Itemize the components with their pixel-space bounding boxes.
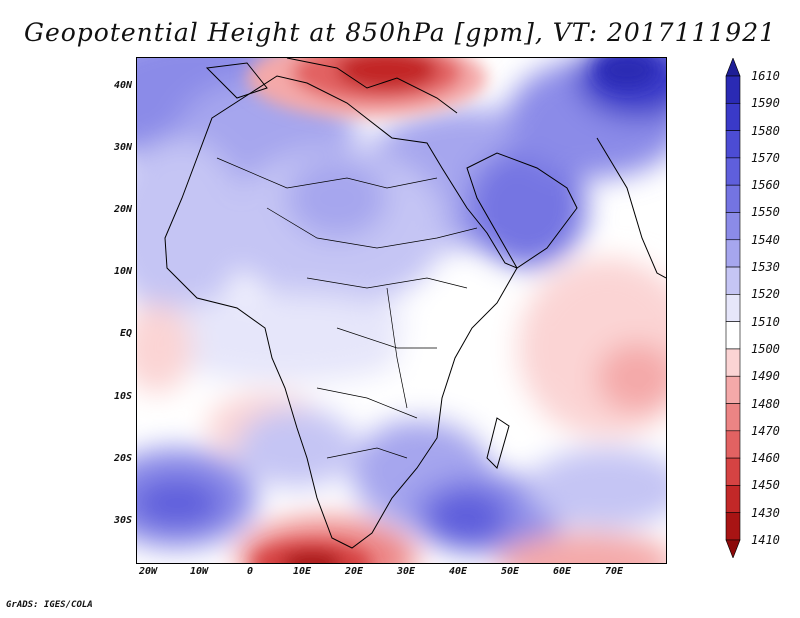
colorbar-band — [725, 430, 741, 459]
colorbar-band — [725, 485, 741, 514]
lat-label-30s: 30S — [113, 515, 132, 526]
arabia-coastline — [466, 152, 578, 269]
lat-label-30n: 30N — [113, 142, 132, 153]
colorbar-level-label: 1490 — [751, 369, 780, 384]
colorbar-level-label: 1570 — [751, 150, 780, 165]
footer-credit: GrADS: IGES/COLA — [6, 600, 93, 610]
colorbar-level-label: 1460 — [751, 451, 780, 466]
colorbar-level-label: 1500 — [751, 341, 780, 356]
colorbar-level-label: 1560 — [751, 178, 780, 193]
madagascar-coastline — [486, 417, 510, 469]
colorbar-level-label: 1550 — [751, 205, 780, 220]
colorbar-band — [725, 212, 741, 241]
lat-label-eq: EQ — [119, 328, 132, 339]
lon-label-70e: 70E — [604, 566, 624, 577]
colorbar-level-label: 1530 — [751, 260, 780, 275]
colorbar-band — [725, 294, 741, 322]
lat-label-20n: 20N — [113, 204, 132, 215]
colorbar-band — [725, 239, 741, 268]
europe-coastline — [205, 58, 458, 114]
colorbar-level-label: 1480 — [751, 396, 780, 411]
colorbar-bottom-arrow — [725, 539, 741, 558]
lat-label-40n: 40N — [113, 80, 132, 91]
lon-label-20e: 20E — [344, 566, 364, 577]
colorbar-band — [725, 157, 741, 186]
colorbar-band — [725, 130, 741, 159]
lon-label-30e: 30E — [396, 566, 416, 577]
colorbar-level-label: 1580 — [751, 123, 780, 138]
colorbar-level-label: 1410 — [751, 533, 780, 547]
colorbar-level-label: 1470 — [751, 423, 780, 438]
lat-label-10n: 10N — [113, 266, 132, 277]
colorbar-level-label: 1450 — [751, 478, 780, 493]
india-coastline — [596, 137, 666, 279]
lat-label-20s: 20S — [113, 453, 132, 464]
country-borders — [216, 157, 478, 459]
map-panel — [136, 57, 667, 564]
lon-label-10e: 10E — [292, 566, 312, 577]
colorbar-band — [725, 348, 741, 377]
lon-label-10w: 10W — [189, 566, 209, 577]
colorbar-band — [725, 102, 741, 131]
colorbar-band — [725, 321, 741, 350]
colorbar-top-arrow — [725, 58, 741, 77]
lon-label-50e: 50E — [500, 566, 520, 577]
colorbar-band — [725, 403, 741, 432]
colorbar-level-label: 1510 — [751, 314, 780, 329]
colorbar-level-label: 1610 — [751, 69, 780, 83]
lon-label-20w: 20W — [138, 566, 158, 577]
colorbar-level-label: 1540 — [751, 232, 780, 247]
colorbar-band — [725, 75, 741, 104]
geopotential-field — [137, 58, 666, 563]
lon-label-60e: 60E — [552, 566, 572, 577]
colorbar-level-label: 1590 — [751, 96, 780, 111]
lat-label-10s: 10S — [113, 391, 132, 402]
lon-label-0: 0 — [246, 566, 254, 577]
lon-label-40e: 40E — [448, 566, 468, 577]
colorbar-band — [725, 184, 741, 213]
africa-coastline — [164, 75, 518, 549]
colorbar-band — [725, 266, 741, 295]
colorbar-band — [725, 457, 741, 486]
colorbar-band — [725, 375, 741, 404]
colorbar-level-label: 1430 — [751, 505, 780, 520]
chart-title: Geopotential Height at 850hPa [gpm], VT:… — [23, 18, 777, 47]
colorbar-level-label: 1520 — [751, 287, 780, 302]
colorbar-band — [725, 512, 741, 541]
colorbar — [725, 58, 741, 558]
